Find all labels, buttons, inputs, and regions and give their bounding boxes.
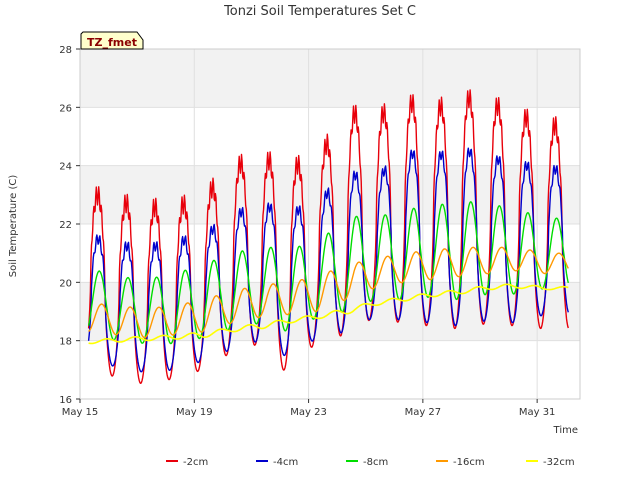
site-badge-label: TZ_fmet — [87, 36, 137, 49]
y-axis-label: Soil Temperature (C) — [8, 175, 19, 278]
y-tick-label: 28 — [59, 45, 72, 56]
y-tick-label: 18 — [59, 337, 72, 348]
legend: -2cm -4cm -8cm -16cm -32cm — [166, 457, 575, 468]
x-tick-label: May 31 — [519, 407, 556, 418]
series-line-m16cm — [88, 246, 569, 339]
legend-label: -4cm — [273, 457, 298, 468]
legend-label: -32cm — [543, 457, 575, 468]
series-line-m4cm — [87, 147, 569, 373]
x-tick-label: May 15 — [62, 407, 99, 418]
y-tick-label: 16 — [59, 395, 72, 406]
x-axis-label: Time — [553, 425, 578, 436]
site-badge-box — [80, 31, 144, 50]
y-tick-label: 22 — [59, 220, 72, 231]
y-tick-label: 20 — [59, 278, 72, 289]
y-tick-label: 24 — [59, 162, 72, 173]
chart-title: Tonzi Soil Temperatures Set C — [223, 4, 416, 19]
series-line-m32cm — [88, 283, 569, 345]
x-tick-label: May 27 — [405, 407, 442, 418]
legend-label: -16cm — [453, 457, 485, 468]
series-line-m8cm — [87, 201, 569, 345]
series-layer — [87, 89, 569, 384]
y-tick-label: 26 — [59, 103, 72, 114]
y-ticks: 16 18 20 22 24 26 28 — [59, 45, 80, 406]
legend-label: -2cm — [183, 457, 208, 468]
x-tick-label: May 23 — [290, 407, 327, 418]
background-band — [80, 49, 580, 108]
x-ticks: May 15 May 19 May 23 May 27 May 31 — [62, 399, 556, 418]
site-badge: TZ_fmet — [80, 31, 144, 50]
x-tick-label: May 19 — [176, 407, 213, 418]
legend-label: -8cm — [363, 457, 388, 468]
